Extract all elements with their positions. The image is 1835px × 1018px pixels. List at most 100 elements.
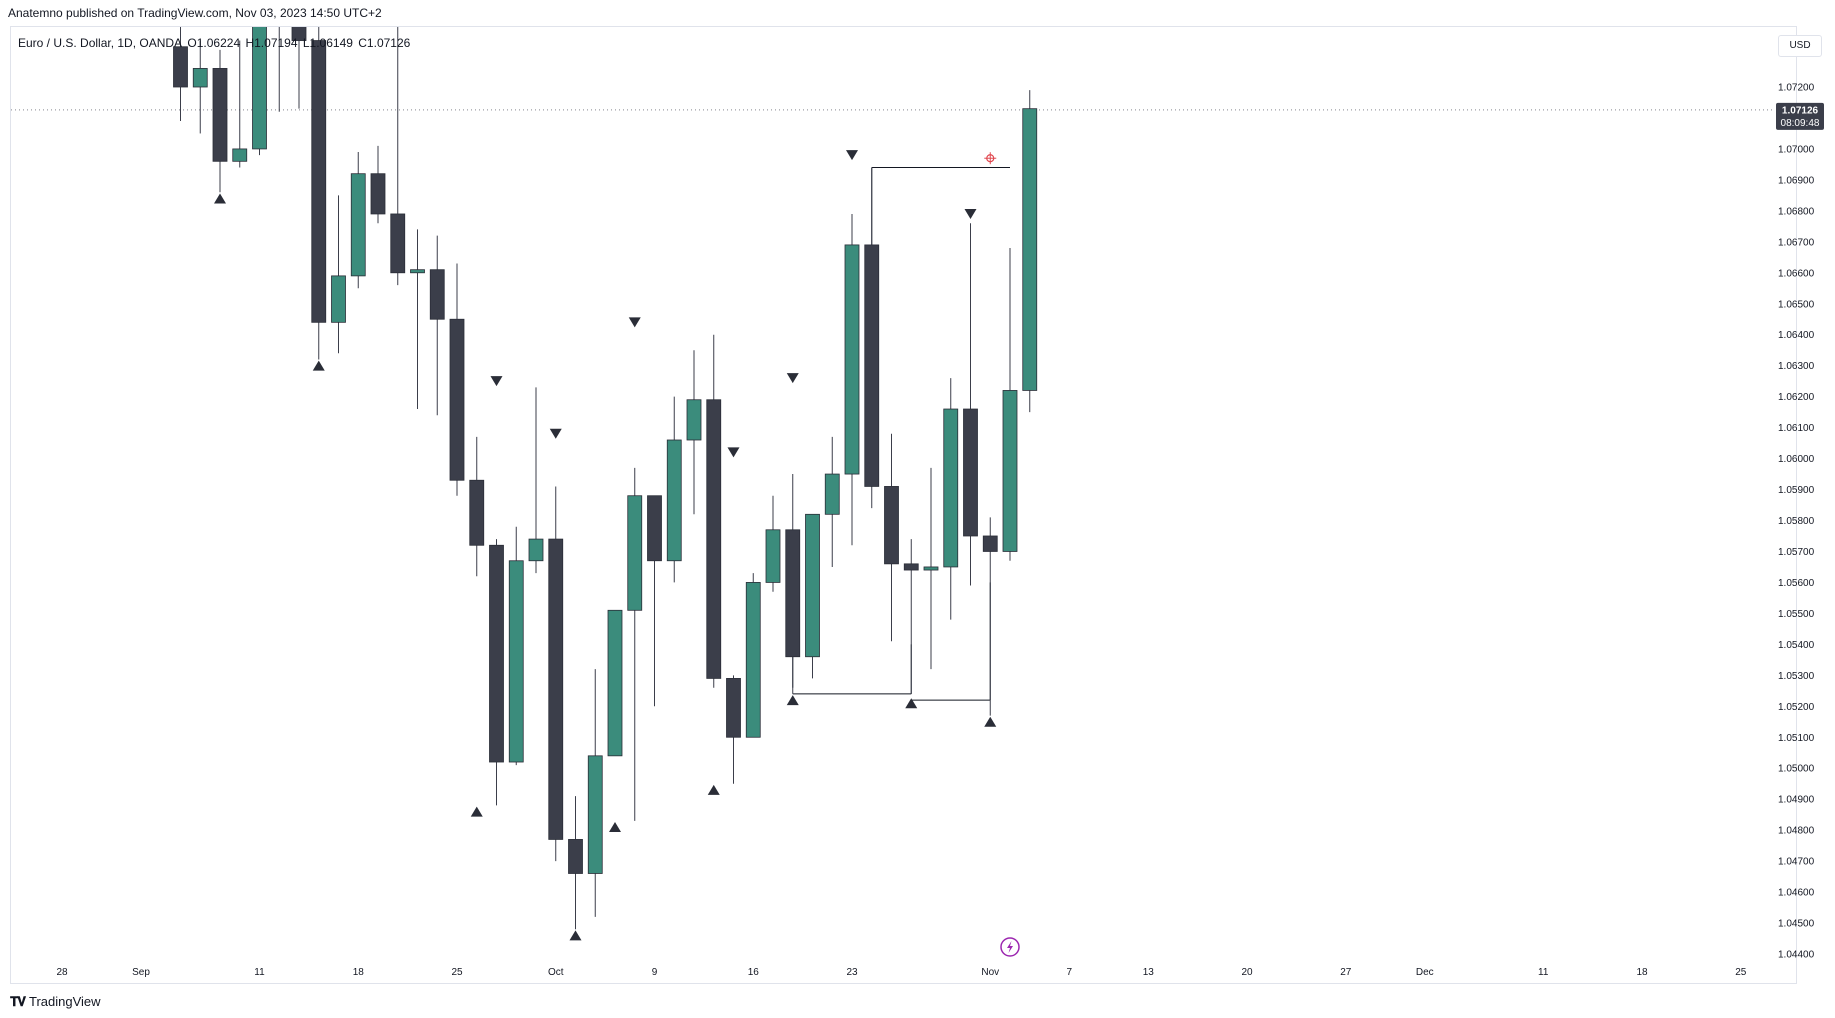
price-tick-label: 1.04800: [1778, 826, 1815, 837]
candle-body: [963, 408, 978, 537]
price-badge-bg: [1776, 102, 1824, 130]
time-tick-label: 11: [1538, 967, 1549, 978]
candle-body: [410, 269, 425, 274]
legend-low: L1.06149: [302, 36, 353, 50]
candle-body: [192, 68, 208, 88]
candle-body: [232, 148, 248, 162]
price-tick-label: 1.06500: [1778, 299, 1815, 310]
time-tick-label: 18: [353, 967, 365, 978]
last-price-badge: 1.07126 08:09:48: [1776, 102, 1824, 130]
candle-body: [607, 609, 623, 757]
legend-open: O1.06224: [187, 36, 241, 50]
price-tick-label: 1.05800: [1778, 516, 1815, 527]
bolt-glyph: [1007, 941, 1013, 953]
swing-high-marker: [727, 447, 740, 458]
price-tick-label: 1.06600: [1778, 268, 1815, 279]
price-tick-label: 1.04700: [1778, 857, 1815, 868]
candle-body: [568, 839, 583, 874]
candle-body: [1002, 390, 1018, 552]
swing-low-marker: [470, 806, 483, 817]
candle-body: [923, 566, 939, 571]
candle-body: [805, 513, 820, 658]
candle-body: [548, 538, 564, 840]
swing-low-marker: [569, 930, 582, 941]
swing-low-marker: [984, 716, 997, 727]
price-tick-label: 1.05000: [1778, 764, 1815, 775]
price-tick-label: 1.06700: [1778, 237, 1815, 248]
time-tick-label: 20: [1241, 967, 1253, 978]
price-tick-label: 1.05400: [1778, 640, 1815, 651]
candles: [173, 27, 1038, 930]
candle-body: [943, 408, 959, 568]
price-tick-label: 1.06100: [1778, 423, 1815, 434]
time-tick-label: 7: [1066, 967, 1072, 978]
price-tick-label: 1.05100: [1778, 733, 1815, 744]
candle-body: [982, 535, 998, 552]
candle-body: [745, 582, 761, 738]
candle-body: [587, 755, 603, 874]
price-tick-label: 1.04600: [1778, 888, 1815, 899]
price-tick-label: 1.06400: [1778, 330, 1815, 341]
price-tick-label: 1.07200: [1778, 83, 1815, 94]
candle-body: [429, 269, 445, 320]
price-tick-label: 1.04400: [1778, 950, 1815, 961]
candle-body: [824, 473, 840, 515]
swing-high-marker: [964, 208, 977, 219]
price-tick-label: 1.04900: [1778, 795, 1815, 806]
price-axis: 1.07200 1.07000 1.06900 1.06800 1.06700 1.066…: [1778, 83, 1815, 961]
legend-close: C1.07126: [358, 36, 411, 50]
swing-markers: [214, 150, 997, 941]
candle-body: [350, 173, 366, 277]
time-tick-label: 16: [748, 967, 760, 978]
candle-body: [1022, 108, 1038, 391]
candle-body: [331, 275, 346, 323]
candle-body: [706, 399, 722, 679]
price-tick-label: 1.06900: [1778, 175, 1815, 186]
candle-body: [726, 678, 741, 738]
swing-high-marker: [628, 317, 641, 328]
currency-button[interactable]: USD: [1778, 35, 1822, 57]
candle-body: [528, 538, 544, 562]
swing-high-marker: [490, 376, 503, 387]
time-tick-label: Dec: [1416, 967, 1434, 978]
candle-body: [449, 318, 465, 481]
candle-body: [844, 244, 860, 475]
price-tick-label: 1.06000: [1778, 454, 1815, 465]
price-badge-value: 1.07126: [1782, 105, 1819, 116]
candle-body: [627, 495, 643, 611]
price-tick-label: 1.05700: [1778, 547, 1815, 558]
time-tick-label: 28: [56, 967, 68, 978]
swing-low-marker: [786, 695, 799, 706]
time-tick-label: 18: [1636, 967, 1648, 978]
swing-low-marker: [609, 822, 621, 833]
swing-high-marker: [786, 373, 799, 384]
swing-low-marker: [905, 698, 918, 709]
legend-symbol: Euro / U.S. Dollar, 1D, OANDA: [18, 36, 183, 50]
legend-high: H1.07194: [245, 36, 298, 50]
time-tick-label: 9: [652, 967, 658, 978]
candle-body: [252, 27, 267, 150]
candle-body: [173, 46, 188, 88]
candle-body: [903, 563, 919, 571]
published-header: Anatemno published on TradingView.com, N…: [8, 6, 382, 20]
target-marker-icon: [984, 152, 997, 165]
time-tick-label: 25: [1735, 967, 1747, 978]
symbol-legend: Euro / U.S. Dollar, 1D, OANDA O1.06224 H…: [18, 36, 412, 50]
candle-body: [765, 529, 781, 583]
candle-body: [647, 495, 662, 562]
footer-brand-label: TradingView: [29, 994, 101, 1009]
time-tick-label: Oct: [548, 967, 564, 978]
time-tick-label: 27: [1340, 967, 1352, 978]
time-tick-label: Sep: [132, 967, 150, 978]
time-axis: 28 Sep 11 18 25 Oct 9 16 23 Nov 7 13 20 27 Dec 11 18 25: [56, 967, 1746, 978]
candle-body: [884, 486, 899, 565]
candle-body: [864, 244, 880, 487]
swing-low-marker: [707, 784, 720, 795]
candle-body: [785, 529, 801, 658]
price-tick-label: 1.06200: [1778, 392, 1815, 403]
candle-body: [370, 173, 386, 215]
price-tick-label: 1.05600: [1778, 578, 1815, 589]
price-tick-label: 1.05200: [1778, 702, 1815, 713]
price-tick-label: 1.04500: [1778, 919, 1815, 930]
